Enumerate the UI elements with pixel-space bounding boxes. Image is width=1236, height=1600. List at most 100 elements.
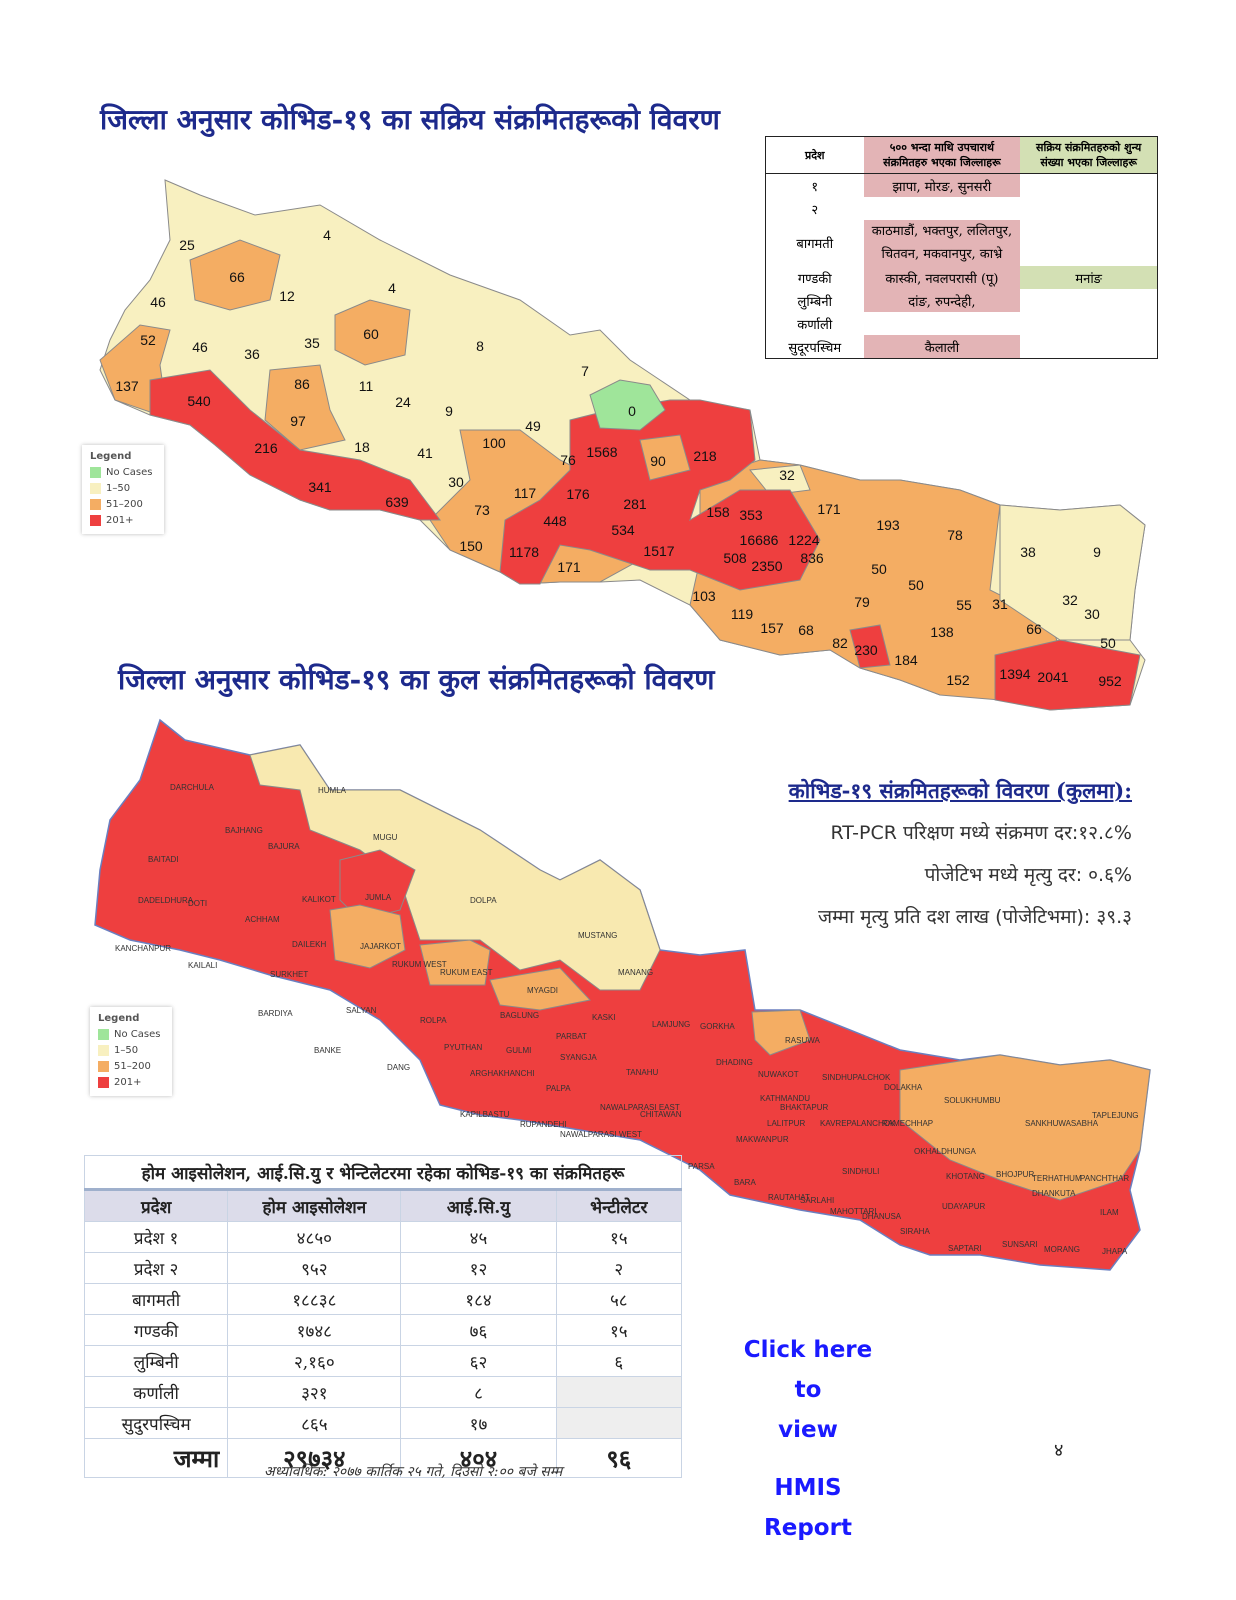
link-text[interactable]: HMIS Report (764, 1475, 852, 1541)
district-value: 35 (304, 335, 320, 351)
district-name: SAPTARI (948, 1244, 982, 1253)
cell: ४०४ (400, 1438, 557, 1478)
district-value: 4 (388, 280, 396, 296)
isolation-table: होम आइसोलेशन, आई.सि.यु र भेन्टिलेटरमा रह… (83, 1155, 683, 1478)
district-value: 448 (543, 513, 567, 529)
cell: काठमाडौं, भक्तपुर, ललितपुर, चितवन, मकवान… (863, 220, 1021, 266)
summary-row: सुदूरपस्चिम कैलाली (766, 335, 1158, 359)
header-cell: प्रदेश (83, 1189, 229, 1222)
district-value: 25 (179, 237, 195, 253)
district-value: 38 (1020, 544, 1036, 560)
link-text[interactable]: Click here to (743, 1337, 873, 1403)
district-value: 7 (581, 363, 589, 379)
swatch (98, 1060, 109, 1072)
district-value: 534 (611, 522, 635, 538)
district-name: HUMLA (318, 786, 347, 795)
district-name: DOTI (188, 899, 207, 908)
region-orange (264, 364, 346, 451)
district-value: 78 (947, 527, 963, 543)
legend-active: Legend No Cases 1–50 51–200 201+ (82, 445, 164, 534)
district-name: TANAHU (626, 1068, 659, 1077)
district-name: BARDIYA (258, 1009, 293, 1018)
district-name: OKHALDHUNGA (914, 1147, 976, 1156)
district-name: BHOJPUR (996, 1170, 1034, 1179)
table-row: लुम्बिनी २,१६० ६२ ६ (83, 1345, 683, 1377)
cell: १२ (400, 1252, 557, 1284)
legend-item: No Cases (90, 464, 156, 480)
region-no-cases (589, 379, 666, 431)
district-name: UDAYAPUR (942, 1202, 985, 1211)
header-cell: आई.सि.यु (400, 1189, 557, 1222)
district-value: 60 (363, 326, 379, 342)
cell: २ (811, 202, 819, 218)
district-value: 216 (254, 440, 278, 456)
table-row: गण्डकी १७४८ ७६ १५ (83, 1314, 683, 1346)
stats-block: कोभिड-१९ संक्रमितहरूको विवरण (कुलमा): RT… (789, 770, 1132, 938)
district-value: 119 (731, 606, 754, 622)
legend-label: 51–200 (114, 1060, 151, 1072)
stats-line: RT-PCR परिक्षण मध्ये संक्रमण दर:१२.८% (830, 822, 1132, 844)
district-name: MAKWANPUR (736, 1135, 789, 1144)
cell: १५ (555, 1314, 683, 1346)
total-cases-map: DARCHULA HUMLA BAJHANG MUGU BAJURA BAITADI DAD… (94, 718, 1151, 1271)
region-orange (334, 299, 411, 366)
district-value: 16686 (740, 532, 779, 548)
district-name: GULMI (506, 1046, 531, 1055)
district-value: 281 (623, 496, 647, 512)
cell: ७६ (400, 1314, 557, 1346)
swatch (98, 1044, 109, 1056)
legend-item: 201+ (90, 512, 156, 528)
hmis-report-link[interactable]: Click here to view HMIS Report (728, 1330, 888, 1548)
stats-line: जम्मा मृत्यु प्रति दश लाख (पोजेटिभमा): ३… (818, 906, 1132, 928)
region-red (849, 624, 891, 669)
cell: १८८३८ (227, 1283, 402, 1315)
cell: लुम्बिनी (83, 1345, 229, 1377)
table-row: प्रदेश २ ९५२ १२ २ (83, 1252, 683, 1284)
district-value: 82 (832, 635, 848, 651)
region-orange (751, 1009, 811, 1056)
district-value: 4 (323, 227, 331, 243)
district-name: KAILALI (188, 961, 217, 970)
district-value: 86 (294, 376, 310, 392)
isolation-header: प्रदेश होम आइसोलेशन आई.सि.यु भेन्टीलेटर (83, 1189, 683, 1222)
table-row: कर्णाली ३२१ ८ (83, 1376, 683, 1408)
cell: दांङ, रुपन्देही, (863, 289, 1021, 312)
region-orange (899, 1054, 1151, 1201)
district-value: 36 (244, 346, 260, 362)
district-name: RUPANDEHI (520, 1120, 567, 1129)
cell: ४८५० (227, 1221, 402, 1253)
region-yellow (249, 744, 661, 991)
district-name: RAMECHHAP (882, 1119, 933, 1128)
link-text[interactable]: view (778, 1417, 838, 1443)
district-value: 97 (290, 413, 306, 429)
header-cell: ५०० भन्दा माथि उपचारार्थ संक्रमितहरु भएक… (863, 136, 1021, 174)
legend-label: 51–200 (106, 498, 143, 510)
district-name: RAUTAHAT (768, 1193, 810, 1202)
swatch (90, 482, 101, 494)
cell: ६२ (400, 1345, 557, 1377)
district-value: 90 (650, 453, 666, 469)
district-value: 1178 (509, 544, 539, 560)
district-name: MUSTANG (578, 931, 617, 940)
region-red (339, 849, 416, 921)
district-value: 218 (693, 448, 717, 464)
cell: ८६५ (227, 1407, 402, 1439)
cell: ४५ (400, 1221, 557, 1253)
district-value: 152 (946, 672, 970, 688)
swatch (90, 514, 101, 526)
region-orange (489, 967, 591, 1011)
summary-header: प्रदेश ५०० भन्दा माथि उपचारार्थ संक्रमित… (765, 136, 1158, 174)
district-name: JUMLA (365, 893, 392, 902)
legend-label: 1–50 (106, 482, 131, 494)
cell: २,१६० (227, 1345, 402, 1377)
swatch (90, 466, 101, 478)
cell: कर्णाली (797, 317, 833, 333)
legend-label: No Cases (114, 1028, 161, 1040)
district-name: ROLPA (420, 1016, 447, 1025)
district-value: 12 (279, 288, 295, 304)
cell: जम्मा (83, 1438, 229, 1478)
district-name: DHANUSA (862, 1212, 902, 1221)
legend-item: 1–50 (98, 1042, 164, 1058)
district-name: KATHMANDU (760, 1094, 810, 1103)
district-value: 8 (476, 338, 484, 354)
